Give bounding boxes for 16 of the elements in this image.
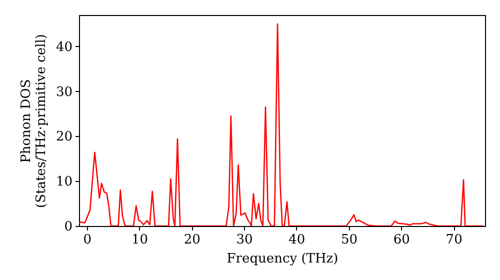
y-tick-label: 20	[56, 130, 72, 145]
x-tick-label: 40	[288, 232, 306, 248]
x-tick-label: 0	[83, 232, 92, 248]
x-tick-label: 30	[236, 232, 253, 248]
x-axis-title: Frequency (THz)	[226, 252, 338, 266]
line-series	[79, 23, 484, 226]
y-tick-label: 10	[56, 174, 72, 190]
y-tick-label: 40	[56, 40, 72, 55]
y-tick-label: 30	[56, 84, 72, 100]
x-tick-label: 10	[131, 232, 148, 248]
x-tick-label: 50	[341, 232, 358, 248]
y-axis-title: Phonon DOS (States/THz·primitive cell)	[18, 34, 49, 208]
x-tick-label: 20	[184, 232, 200, 248]
x-tick-label: 60	[393, 232, 410, 248]
y-tick-label: 0	[64, 220, 72, 234]
x-tick-label: 70	[446, 232, 462, 248]
